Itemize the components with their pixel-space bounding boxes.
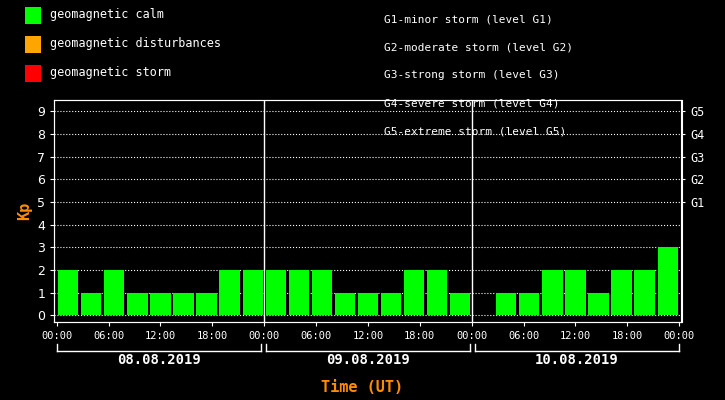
Bar <box>358 292 378 315</box>
Bar <box>335 292 355 315</box>
Bar <box>542 270 563 315</box>
Bar <box>611 270 631 315</box>
Bar <box>196 292 217 315</box>
Text: Time (UT): Time (UT) <box>321 380 404 395</box>
Text: geomagnetic calm: geomagnetic calm <box>50 8 164 21</box>
Bar <box>450 292 471 315</box>
Bar <box>381 292 401 315</box>
Text: G3-strong storm (level G3): G3-strong storm (level G3) <box>384 70 560 80</box>
Text: 08.08.2019: 08.08.2019 <box>117 353 201 367</box>
Bar <box>265 270 286 315</box>
Bar <box>589 292 609 315</box>
Text: 10.08.2019: 10.08.2019 <box>535 353 619 367</box>
Bar <box>658 247 678 315</box>
Text: G5-extreme storm (level G5): G5-extreme storm (level G5) <box>384 127 566 137</box>
Text: G1-minor storm (level G1): G1-minor storm (level G1) <box>384 14 553 24</box>
Bar <box>81 292 102 315</box>
Bar <box>242 270 262 315</box>
Text: 09.08.2019: 09.08.2019 <box>326 353 410 367</box>
Bar <box>312 270 332 315</box>
Bar <box>289 270 309 315</box>
Bar <box>173 292 194 315</box>
Text: G2-moderate storm (level G2): G2-moderate storm (level G2) <box>384 42 573 52</box>
Text: geomagnetic disturbances: geomagnetic disturbances <box>50 37 221 50</box>
Bar <box>58 270 78 315</box>
Bar <box>404 270 424 315</box>
Bar <box>496 292 516 315</box>
Y-axis label: Kp: Kp <box>17 202 32 220</box>
Bar <box>150 292 170 315</box>
Bar <box>220 270 240 315</box>
Text: geomagnetic storm: geomagnetic storm <box>50 66 171 79</box>
Bar <box>634 270 655 315</box>
Bar <box>566 270 586 315</box>
Text: G4-severe storm (level G4): G4-severe storm (level G4) <box>384 99 560 109</box>
Bar <box>427 270 447 315</box>
Bar <box>104 270 125 315</box>
Bar <box>519 292 539 315</box>
Bar <box>127 292 147 315</box>
